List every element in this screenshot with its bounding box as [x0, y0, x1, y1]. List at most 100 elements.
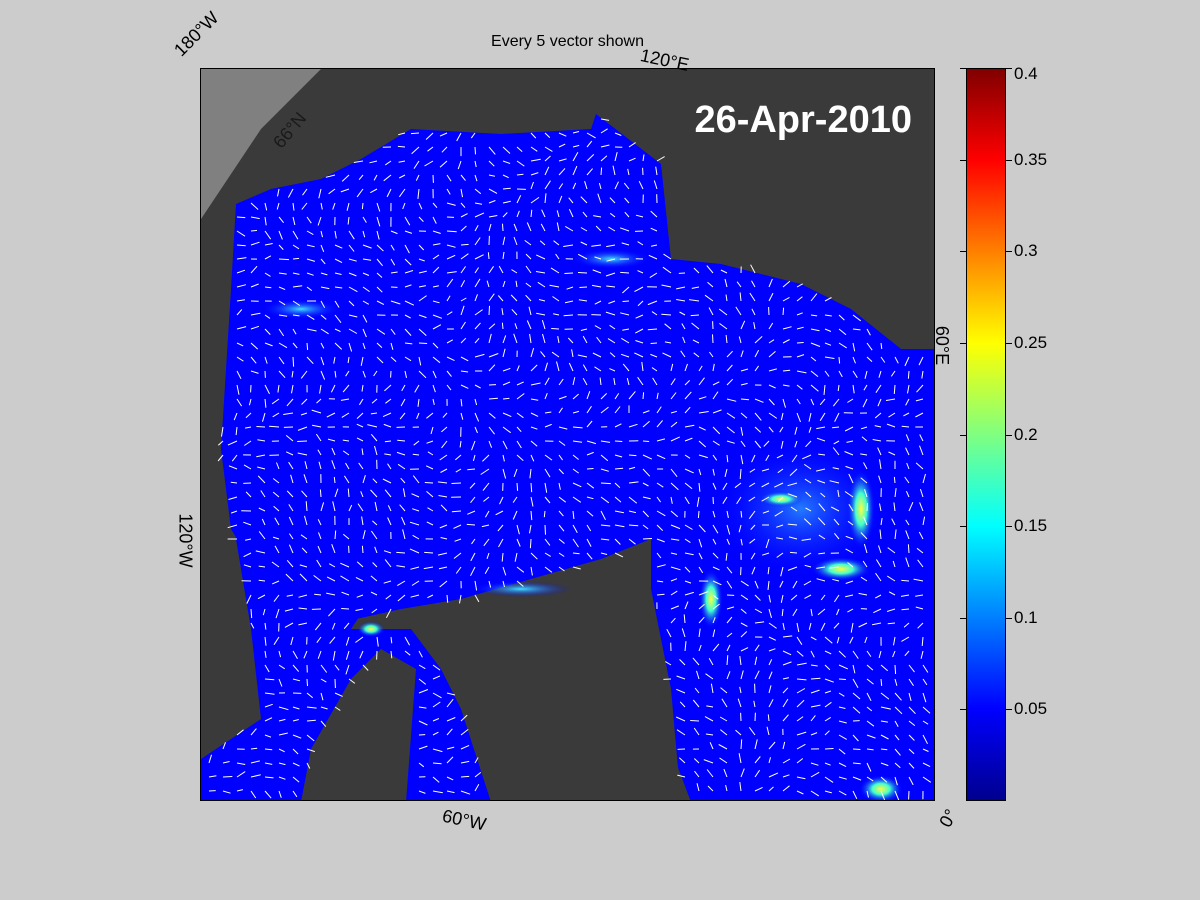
velocity-vector: [656, 593, 665, 596]
velocity-vector: [780, 440, 784, 449]
velocity-vector: [810, 677, 821, 680]
velocity-vector: [582, 211, 588, 218]
velocity-vector: [418, 678, 427, 685]
velocity-vector: [418, 314, 427, 319]
velocity-vector: [832, 398, 840, 407]
velocity-vector: [852, 762, 861, 765]
velocity-vector: [862, 398, 868, 408]
velocity-vector: [873, 608, 882, 614]
velocity-vector: [502, 335, 507, 344]
velocity-vector: [418, 762, 425, 768]
velocity-vector: [863, 462, 868, 470]
velocity-vector: [789, 468, 798, 476]
velocity-vector: [502, 454, 505, 462]
velocity-vector: [656, 156, 665, 162]
velocity-vector: [273, 505, 280, 512]
velocity-vector: [683, 614, 686, 624]
velocity-vector: [470, 566, 476, 577]
velocity-vector: [782, 622, 785, 630]
velocity-vector: [474, 594, 480, 603]
velocity-vector: [272, 412, 280, 418]
velocity-vector: [356, 437, 364, 442]
velocity-vector: [663, 253, 672, 260]
velocity-vector: [453, 552, 462, 559]
velocity-vector: [264, 636, 267, 646]
velocity-vector: [320, 300, 326, 308]
velocity-vector: [596, 336, 602, 344]
velocity-vector: [264, 202, 268, 211]
velocity-vector: [227, 440, 238, 446]
velocity-vector: [516, 393, 525, 400]
velocity-vector: [705, 673, 714, 680]
velocity-vector: [451, 482, 462, 484]
velocity-vector: [340, 562, 350, 568]
velocity-vector: [572, 426, 583, 429]
velocity-vector: [768, 384, 776, 389]
velocity-vector: [558, 407, 563, 414]
velocity-vector: [404, 314, 411, 319]
velocity-vector: [278, 790, 282, 798]
velocity-vector: [549, 284, 560, 288]
arctic-ocean: [201, 114, 934, 800]
velocity-vector: [390, 244, 395, 251]
velocity-vector: [584, 181, 588, 190]
colorbar-tick: [960, 159, 966, 161]
velocity-vector: [418, 216, 424, 222]
velocity-vector: [864, 489, 868, 498]
velocity-vector: [803, 552, 812, 558]
velocity-vector: [483, 538, 490, 547]
velocity-vector: [334, 230, 337, 239]
velocity-vector: [320, 356, 325, 366]
velocity-vector: [790, 594, 798, 601]
velocity-vector: [614, 181, 619, 190]
velocity-vector: [305, 501, 308, 512]
velocity-vector: [502, 236, 506, 246]
velocity-vector: [231, 454, 238, 462]
velocity-vector: [343, 622, 350, 630]
velocity-vector: [712, 468, 715, 476]
velocity-vector: [292, 678, 301, 682]
velocity-vector: [866, 706, 873, 712]
velocity-vector: [922, 720, 929, 725]
velocity-vector: [320, 692, 324, 701]
velocity-vector: [637, 300, 644, 307]
velocity-vector: [628, 157, 636, 162]
velocity-vector: [502, 440, 508, 450]
velocity-vector: [258, 565, 266, 568]
velocity-vector: [470, 552, 476, 562]
velocity-vector: [692, 657, 700, 666]
velocity-vector: [383, 580, 392, 584]
velocity-vector: [318, 532, 322, 540]
velocity-vector: [662, 352, 672, 358]
map-panel: 26-Apr-2010: [200, 68, 935, 801]
velocity-vector: [592, 269, 602, 274]
velocity-vector: [320, 678, 327, 683]
velocity-vector: [804, 463, 812, 470]
velocity-vector: [599, 377, 602, 386]
velocity-vector: [874, 425, 882, 428]
velocity-vector: [544, 193, 547, 204]
velocity-vector: [390, 258, 396, 266]
velocity-vector: [767, 566, 770, 575]
velocity-vector: [278, 216, 284, 224]
velocity-vector: [810, 370, 819, 377]
velocity-vector: [544, 538, 551, 546]
velocity-vector: [627, 168, 630, 176]
velocity-vector: [600, 468, 609, 472]
velocity-vector: [278, 258, 290, 261]
velocity-vector: [905, 519, 910, 526]
velocity-vector: [370, 412, 378, 415]
velocity-vector: [446, 254, 456, 260]
velocity-vector: [852, 692, 861, 700]
velocity-vector: [670, 538, 680, 541]
velocity-vector: [297, 440, 308, 442]
velocity-vector: [525, 253, 532, 260]
velocity-vector: [361, 545, 364, 554]
velocity-vector: [306, 356, 314, 365]
velocity-vector: [796, 354, 805, 358]
velocity-vector: [577, 354, 588, 358]
velocity-vector: [904, 356, 910, 367]
velocity-vector: [301, 490, 308, 498]
velocity-vector: [538, 299, 546, 302]
velocity-vector: [302, 188, 308, 196]
